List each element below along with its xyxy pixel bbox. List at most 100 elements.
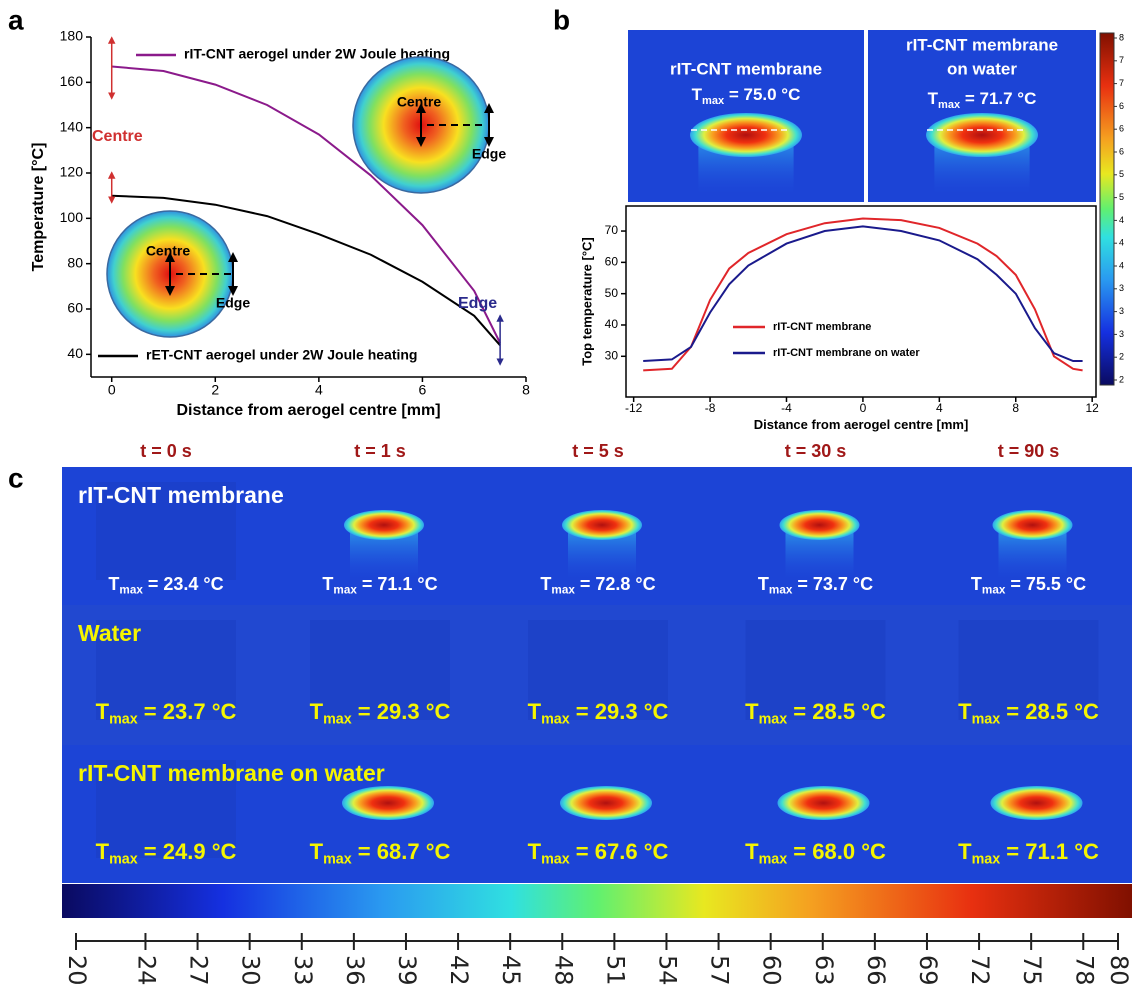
x-tick-label: -12 <box>625 401 643 415</box>
colorbar-tick-label: 66 <box>862 955 890 986</box>
tmax-subscript: max <box>109 851 138 867</box>
thermal-hotspot <box>344 510 424 540</box>
thermal-hotspot <box>342 786 434 820</box>
y-tick-label: 180 <box>60 28 84 44</box>
time-label: t = 0 s <box>140 441 192 461</box>
tmax-value: = 71.1 °C <box>357 574 438 594</box>
thermal-cylinder <box>96 482 236 580</box>
tmax-symbol: T <box>928 89 939 108</box>
x-tick-label: 4 <box>936 401 943 415</box>
tmax-label: Tmax = 28.5 °C <box>958 699 1099 728</box>
colorbar-tick-label: 20 <box>63 955 91 986</box>
tmax-label: Tmax = 71.1 °C <box>958 839 1099 868</box>
time-label: t = 1 s <box>354 441 406 461</box>
tmax-subscript: max <box>541 851 570 867</box>
tmax-label: Tmax = 28.5 °C <box>745 699 886 728</box>
thermal-cylinder <box>96 760 236 858</box>
colorbar-tick-label: 69 <box>914 955 942 986</box>
colorbar-tick-label: 78 <box>1070 955 1098 986</box>
series-line <box>643 225 1083 362</box>
x-axis-label: Distance from aerogel centre [mm] <box>754 417 969 432</box>
inset-label: Edge <box>472 146 506 162</box>
colorbar-tick-label: 27 <box>185 955 213 986</box>
tmax-value: = 28.5 °C <box>787 699 886 724</box>
legend-label: rIT-CNT aerogel under 2W Joule heating <box>184 46 450 62</box>
tmax-value: = 67.6 °C <box>570 839 669 864</box>
side-colorbar-label: 5 <box>1119 169 1124 179</box>
legend-label: rIT-CNT membrane on water <box>773 347 920 359</box>
thermal-cylinder <box>958 620 1099 720</box>
tmax-label: Tmax = 75.0 °C <box>692 85 801 107</box>
y-tick-label: 160 <box>60 73 84 89</box>
tmax-value: = 75.5 °C <box>1005 574 1086 594</box>
tmax-value: = 29.3 °C <box>352 699 451 724</box>
tmax-subscript: max <box>702 95 725 107</box>
tmax-value: = 29.3 °C <box>570 699 669 724</box>
y-tick-label: 100 <box>60 209 84 225</box>
tmax-subscript: max <box>759 851 788 867</box>
x-axis-label: Distance from aerogel centre [mm] <box>176 402 440 419</box>
tmax-symbol: T <box>96 699 110 724</box>
tmax-symbol: T <box>540 574 551 594</box>
colorbar-tick-label: 30 <box>237 955 265 986</box>
tmax-symbol: T <box>528 839 542 864</box>
tmax-label: Tmax = 68.7 °C <box>310 839 451 868</box>
tmax-value: = 24.9 °C <box>138 839 237 864</box>
tmax-symbol: T <box>322 574 333 594</box>
thermal-hotspot <box>560 786 652 820</box>
tmax-value: = 68.0 °C <box>787 839 886 864</box>
side-colorbar-label: 2 <box>1119 374 1124 384</box>
colorbar-tick-label: 42 <box>445 955 473 986</box>
series-line <box>111 65 501 344</box>
x-tick-label: 12 <box>1085 401 1099 415</box>
y-tick-label: 30 <box>605 348 619 362</box>
x-tick-label: -8 <box>705 401 716 415</box>
tmax-subscript: max <box>109 711 138 727</box>
thermal-hotspot <box>690 113 802 157</box>
colorbar-tick-label: 45 <box>497 955 525 986</box>
tmax-subscript: max <box>333 583 357 596</box>
colorbar-tick-label: 39 <box>393 955 421 986</box>
side-colorbar-label: 7 <box>1119 78 1124 88</box>
y-tick-label: 70 <box>605 223 619 237</box>
thermal-hotspot <box>926 113 1038 157</box>
tmax-label: Tmax = 23.4 °C <box>108 574 223 597</box>
thermal-hotspot <box>562 510 642 540</box>
colorbar-tick-label: 36 <box>341 955 369 986</box>
tmax-value: = 23.4 °C <box>143 574 224 594</box>
tmax-symbol: T <box>692 85 703 104</box>
tmax-subscript: max <box>759 711 788 727</box>
tmax-label: Tmax = 29.3 °C <box>310 699 451 728</box>
x-tick-label: 0 <box>860 401 867 415</box>
row-label: rIT-CNT membrane on water <box>78 760 385 786</box>
tmax-label: Tmax = 23.7 °C <box>96 699 237 728</box>
y-axis-label: Top temperature [°C] <box>579 237 594 365</box>
tmax-subscript: max <box>323 711 352 727</box>
side-colorbar-label: 8 <box>1119 32 1124 42</box>
tmax-value: = 75.0 °C <box>724 85 800 104</box>
thermal-cylinder <box>96 620 236 720</box>
tmax-subscript: max <box>541 711 570 727</box>
tmax-value: = 28.5 °C <box>1000 699 1099 724</box>
colorbar <box>62 884 1132 918</box>
side-colorbar-label: 5 <box>1119 192 1124 202</box>
tmax-subscript: max <box>972 851 1001 867</box>
thermal-hotspot <box>777 786 870 820</box>
y-tick-label: 120 <box>60 164 84 180</box>
tmax-subscript: max <box>982 583 1006 596</box>
y-tick-label: 40 <box>67 345 83 361</box>
series-line <box>643 217 1083 372</box>
side-colorbar-label: 4 <box>1119 215 1124 225</box>
inset-label: Centre <box>397 94 442 110</box>
side-colorbar-label: 3 <box>1119 283 1124 293</box>
y-tick-label: 40 <box>605 317 619 331</box>
colorbar-tick-label: 72 <box>966 955 994 986</box>
tmax-subscript: max <box>323 851 352 867</box>
row-label: Water <box>78 620 141 646</box>
tmax-value: = 23.7 °C <box>138 699 237 724</box>
panel-letter: c <box>8 462 24 493</box>
time-label: t = 90 s <box>998 441 1060 461</box>
legend-label: rIT-CNT membrane <box>773 321 871 333</box>
inset-label: Centre <box>146 243 191 259</box>
